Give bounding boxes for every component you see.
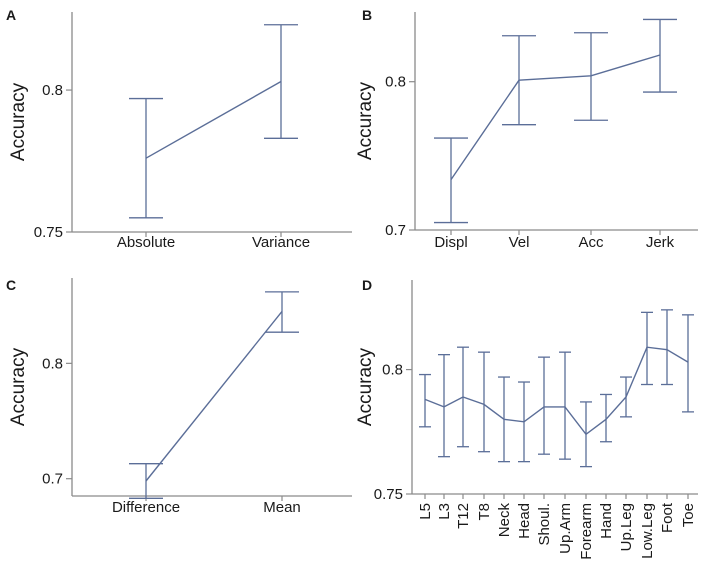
panel-d-x-tick-label: T12 bbox=[455, 503, 472, 529]
panel-d-error-bar bbox=[682, 314, 694, 413]
panel-b-label: B bbox=[362, 7, 372, 23]
panel-c-series-line bbox=[145, 310, 283, 482]
panel-b-x-tick-label: Vel bbox=[509, 234, 530, 251]
panel-d-series-line bbox=[424, 346, 689, 436]
panel-d-x-tick-label: Hand bbox=[598, 503, 615, 539]
panel-d-y-axis-label: Accuracy bbox=[355, 347, 376, 426]
panel-a-series-line bbox=[145, 80, 282, 159]
panel-b-error-bar bbox=[434, 137, 468, 224]
panel-a-x-tick-label: Variance bbox=[252, 234, 310, 251]
panel-d-x-tick-label: Neck bbox=[496, 503, 513, 538]
panel-a-y-tick-label: 0.75 bbox=[34, 224, 63, 241]
panel-d-error-bar bbox=[538, 356, 550, 455]
panel-d-error-bar bbox=[419, 373, 431, 428]
panel-d-error-bar bbox=[438, 354, 450, 458]
panel-c-y-tick-label: 0.8 bbox=[42, 355, 63, 372]
panel-d-y-tick-label: 0.75 bbox=[374, 486, 403, 503]
panel-a-y-tick-label: 0.8 bbox=[42, 82, 63, 99]
panel-b-x-tick-label: Acc bbox=[578, 234, 604, 251]
panel-b-y-tick-label: 0.8 bbox=[385, 74, 406, 91]
panel-c-error-bar bbox=[129, 463, 163, 499]
panel-c-label: C bbox=[6, 277, 16, 293]
panel-c-y-tick-label: 0.7 bbox=[42, 471, 63, 488]
panel-d-x-tick-label: Up.Leg bbox=[618, 503, 635, 551]
panel-d-error-bar bbox=[661, 309, 673, 386]
panel-d-x-tick-label: T8 bbox=[476, 503, 493, 521]
panel-b-series-line bbox=[450, 54, 661, 180]
panel-d-error-bar bbox=[559, 351, 571, 460]
panel-b-x-tick-label: Jerk bbox=[646, 234, 675, 251]
panel-b-error-bar bbox=[643, 18, 677, 93]
panel-d-x-tick-label: Toe bbox=[680, 503, 697, 527]
panel-b-y-tick-label: 0.7 bbox=[385, 222, 406, 239]
panel-a-label: A bbox=[6, 7, 16, 23]
panel-d-x-tick-label: L5 bbox=[417, 503, 434, 520]
panel-a: A 0.75 0.8 Accuracy Absolute Variance bbox=[6, 7, 352, 251]
panel-c-y-axis-label: Accuracy bbox=[8, 347, 29, 426]
panel-a-y-axis-label: Accuracy bbox=[8, 82, 29, 161]
panel-d-x-tick-label: Low.Leg bbox=[639, 503, 656, 559]
panel-d-x-tick-label: Head bbox=[516, 503, 533, 539]
panel-b-x-tick-label: Displ bbox=[434, 234, 467, 251]
panel-c-x-tick-label: Mean bbox=[263, 499, 301, 516]
panel-d-x-tick-label: L3 bbox=[436, 503, 453, 520]
panel-d-error-bar bbox=[600, 393, 612, 443]
panel-d-x-tick-label: Forearm bbox=[578, 503, 595, 560]
panel-c-x-tick-label: Difference bbox=[112, 499, 180, 516]
panel-b: B 0.7 0.8 Accuracy Displ Vel Acc Jerk bbox=[355, 7, 698, 251]
panel-d-error-bar bbox=[478, 351, 490, 453]
panel-c: C 0.7 0.8 Accuracy Difference Mean bbox=[6, 277, 352, 516]
panel-b-error-bar bbox=[574, 32, 608, 121]
panel-d-label: D bbox=[362, 277, 372, 293]
panel-b-y-axis-label: Accuracy bbox=[355, 81, 376, 160]
panel-d-y-tick-label: 0.8 bbox=[382, 362, 403, 379]
panel-d-x-tick-label: Foot bbox=[659, 502, 676, 533]
panel-a-x-tick-label: Absolute bbox=[117, 234, 175, 251]
panel-d: D 0.75 0.8 Accuracy L5 L3 T12 T8 Neck Head Shoul.… bbox=[355, 277, 698, 560]
panel-d-x-tick-label: Up.Arm bbox=[557, 503, 574, 554]
panel-d-x-tick-label: Shoul. bbox=[536, 503, 553, 546]
